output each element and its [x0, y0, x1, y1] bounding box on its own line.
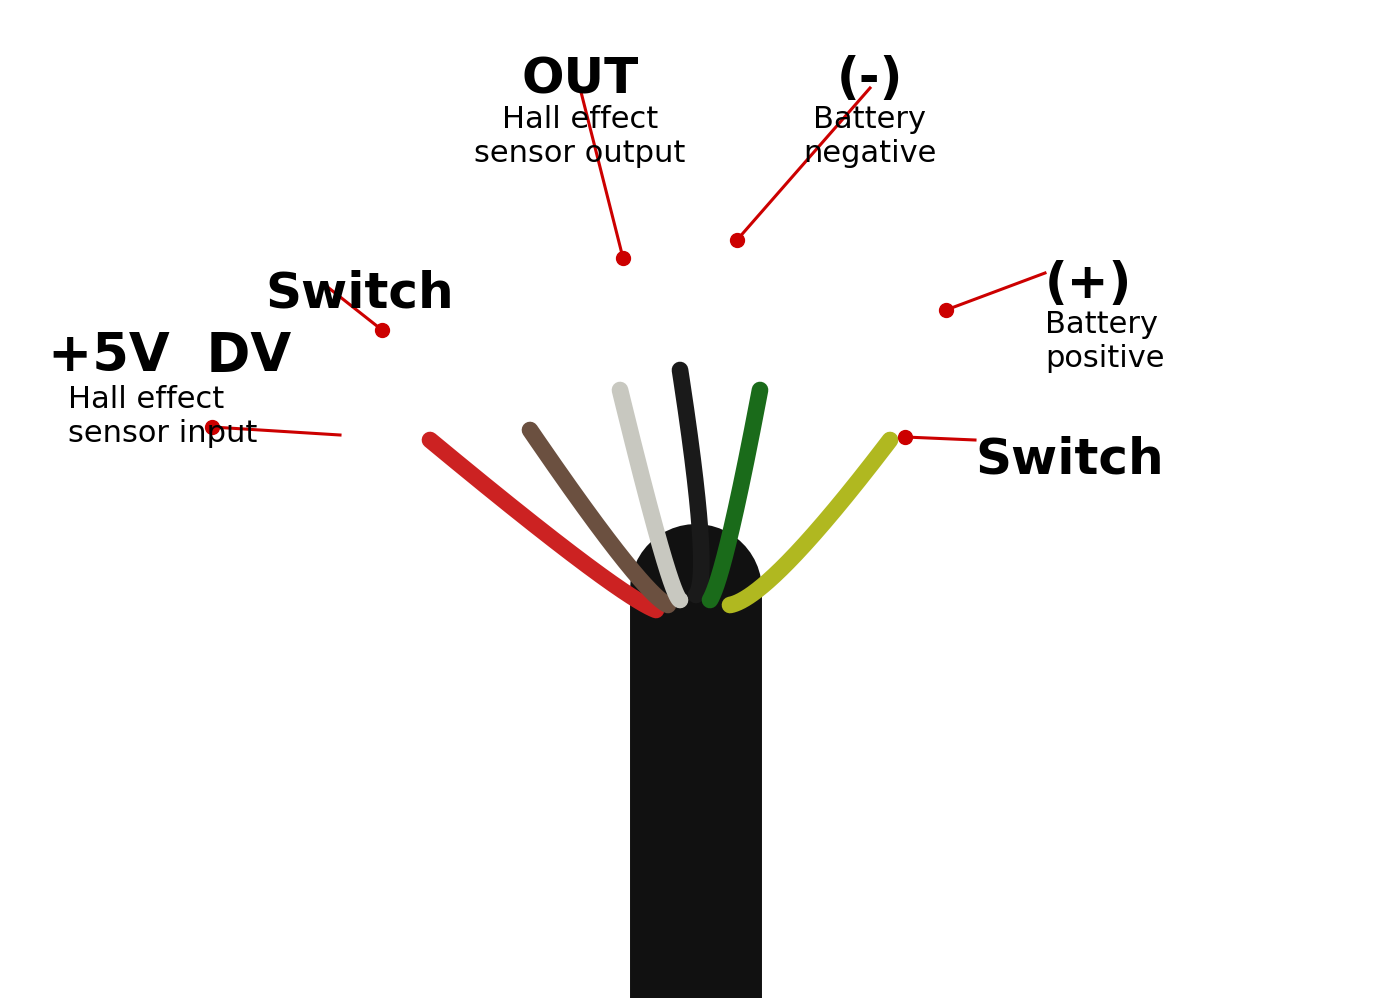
Point [370, 322, 393, 338]
Text: (-): (-) [837, 55, 903, 103]
Point [725, 232, 748, 248]
Point [612, 250, 635, 266]
Text: OUT: OUT [522, 55, 639, 103]
Text: Battery: Battery [813, 105, 927, 134]
Text: Hall effect: Hall effect [68, 385, 224, 414]
Point [935, 302, 958, 318]
Point [200, 419, 223, 435]
Text: sensor input: sensor input [68, 419, 258, 448]
Text: sensor output: sensor output [475, 139, 686, 168]
Text: Hall effect: Hall effect [503, 105, 658, 134]
Text: negative: negative [803, 139, 937, 168]
Text: +5V  DV: +5V DV [47, 330, 291, 382]
Text: Switch: Switch [974, 435, 1164, 483]
Text: positive: positive [1045, 344, 1165, 373]
Point [894, 429, 916, 445]
Text: Switch: Switch [264, 270, 454, 318]
Text: (+): (+) [1045, 260, 1132, 308]
Text: Battery: Battery [1045, 310, 1158, 339]
